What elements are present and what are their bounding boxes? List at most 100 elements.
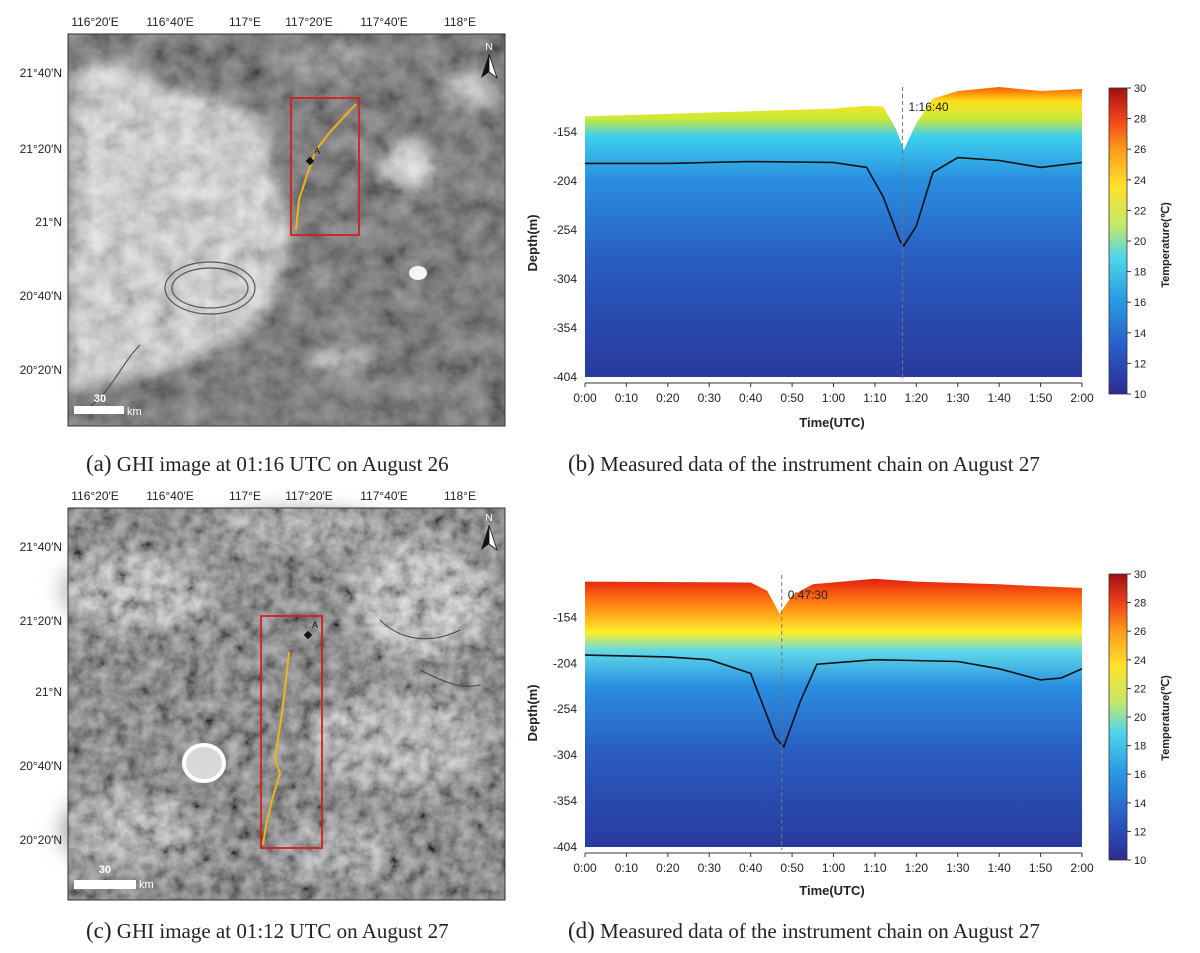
x-tick-label: 1:00: [822, 391, 846, 405]
caption-prefix-d: (d): [568, 918, 595, 943]
x-axis-label-d: Time(UTC): [799, 883, 864, 898]
map-a: 116°20′E 116°40′E 117°E 117°20′E 117°40′…: [20, 15, 506, 427]
lat-tick: 21°40′N: [20, 66, 62, 80]
lon-tick: 118°E: [444, 15, 476, 29]
satellite-image-c: [60, 508, 505, 900]
lat-ticks-a: 21°40′N 21°20′N 21°N 20°40′N 20°20′N: [20, 66, 62, 377]
scale-unit-c: km: [139, 879, 154, 891]
chart-b: 1:16:40 0:00 0:10 0:20 0:30 0:40 0:50 1:00 1:10…: [525, 83, 1172, 430]
north-label-c: N: [485, 513, 492, 524]
lon-tick: 117°E: [229, 15, 261, 29]
panel-b: 1:16:40 0:00 0:10 0:20 0:30 0:40 0:50 1:00 1:10…: [515, 75, 1175, 445]
x-tick-label: 1:50: [1029, 861, 1053, 875]
y-tick-label: -254: [553, 223, 577, 237]
y-tick-label: -254: [553, 702, 577, 716]
caption-c: (c) GHI image at 01:12 UTC on August 27: [86, 918, 449, 944]
x-tick-label: 1:20: [905, 391, 929, 405]
x-tick-label: 0:20: [656, 861, 680, 875]
colorbar-label-b: Temperature(℃): [1160, 202, 1172, 288]
isotherm-line-d: [584, 654, 1083, 749]
map-c: 116°20′E 116°40′E 117°E 117°20′E 117°40′…: [20, 489, 506, 901]
x-tick-label: 1:40: [987, 391, 1011, 405]
temperature-field-d: [585, 578, 1082, 847]
caption-d: (d) Measured data of the instrument chai…: [568, 918, 1040, 944]
colorbar-d: [1108, 573, 1128, 861]
lon-ticks-a: 116°20′E 116°40′E 117°E 117°20′E 117°40′…: [71, 15, 476, 29]
caption-prefix-b: (b): [568, 451, 595, 476]
point-a: A: [305, 146, 320, 166]
y-tick-label: -404: [553, 370, 577, 384]
y-tick-label: -204: [553, 174, 577, 188]
y-axis-label-b: Depth(m): [525, 214, 540, 271]
x-axis-label-b: Time(UTC): [799, 415, 864, 430]
colorbar-label-d: Temperature(℃): [1160, 675, 1172, 761]
x-tick-label: 0:50: [780, 391, 804, 405]
lat-tick: 20°20′N: [20, 363, 62, 377]
colorbar-tick-label: 18: [1134, 267, 1146, 279]
map-frame-c: [67, 507, 506, 901]
lon-tick: 116°20′E: [71, 489, 119, 503]
plot-area-d: 0:47:30: [584, 575, 1083, 850]
caption-prefix-a: (a): [86, 451, 112, 476]
y-axis-label-d: Depth(m): [525, 684, 540, 741]
lon-ticks-c: 116°20′E 116°40′E 117°E 117°20′E 117°40′…: [71, 489, 476, 503]
colorbar-tick-label: 24: [1134, 175, 1146, 187]
colorbar-tick-label: 12: [1134, 826, 1146, 838]
caption-prefix-c: (c): [86, 918, 112, 943]
plot-area-b: 1:16:40: [585, 87, 1083, 380]
x-tick-label: 1:30: [946, 391, 970, 405]
caption-b: (b) Measured data of the instrument chai…: [568, 451, 1040, 477]
panel-a: 116°20′E 116°40′E 117°E 117°20′E 117°40′…: [0, 0, 520, 440]
track-c: [262, 651, 290, 846]
point-label-a: A: [314, 146, 320, 156]
caption-text-c: GHI image at 01:12 UTC on August 27: [111, 919, 449, 943]
satellite-image-a: [68, 34, 505, 426]
lon-tick: 116°20′E: [71, 15, 119, 29]
colorbar-b: [1108, 87, 1128, 395]
x-tick-label: 0:30: [698, 861, 722, 875]
colorbar-ticks-b: 10 12 14 16 18 20 22 24 26 28 30: [1127, 83, 1146, 401]
colorbar-tick-label: 20: [1134, 712, 1146, 724]
axes-b: 0:00 0:10 0:20 0:30 0:40 0:50 1:00 1:10 1:20 1:30…: [553, 125, 1094, 405]
colorbar-tick-label: 12: [1134, 358, 1146, 370]
lon-tick: 117°40′E: [360, 489, 408, 503]
x-tick-label: 0:40: [739, 861, 763, 875]
y-tick-label: -354: [553, 794, 577, 808]
caption-text-b: Measured data of the instrument chain on…: [594, 452, 1040, 476]
lat-tick: 21°20′N: [20, 614, 62, 628]
colorbar-tick-label: 10: [1134, 389, 1146, 401]
colorbar-tick-label: 14: [1134, 798, 1146, 810]
point-label-c: A: [312, 620, 318, 630]
lat-tick: 20°40′N: [20, 289, 62, 303]
y-tick-label: -154: [553, 125, 577, 139]
lon-tick: 117°20′E: [285, 489, 333, 503]
colorbar-tick-label: 14: [1134, 328, 1146, 340]
x-tick-label: 1:30: [946, 861, 970, 875]
panel-c: 116°20′E 116°40′E 117°E 117°20′E 117°40′…: [0, 470, 520, 910]
axes-d: 0:00 0:10 0:20 0:30 0:40 0:50 1:00 1:10 1:20 1:30…: [553, 610, 1094, 875]
x-tick-label: 0:00: [573, 391, 597, 405]
study-box-a: [290, 97, 360, 236]
colorbar-tick-label: 10: [1134, 855, 1146, 867]
x-tick-label: 2:00: [1070, 391, 1094, 405]
x-tick-label: 0:50: [780, 861, 804, 875]
x-tick-label: 1:10: [863, 391, 887, 405]
study-box-c: [260, 615, 323, 849]
x-tick-label: 2:00: [1070, 861, 1094, 875]
lon-tick: 118°E: [444, 489, 476, 503]
panel-d: 0:47:30 0:00 0:10 0:20 0:30 0:40 0:50 1:00 1:10…: [515, 563, 1175, 908]
lon-tick: 116°40′E: [146, 489, 194, 503]
y-tick-label: -354: [553, 321, 577, 335]
x-tick-label: 0:40: [739, 391, 763, 405]
y-tick-label: -304: [553, 272, 577, 286]
lat-tick: 21°N: [35, 215, 62, 229]
x-tick-label: 0:00: [573, 861, 597, 875]
lon-tick: 117°20′E: [285, 15, 333, 29]
x-tick-label: 0:10: [615, 861, 639, 875]
north-arrow-c: N: [481, 513, 498, 552]
scale-value-c: 30: [99, 864, 111, 876]
lon-tick: 117°E: [229, 489, 261, 503]
lon-tick: 116°40′E: [146, 15, 194, 29]
lon-tick: 117°40′E: [360, 15, 408, 29]
lat-tick: 21°40′N: [20, 540, 62, 554]
